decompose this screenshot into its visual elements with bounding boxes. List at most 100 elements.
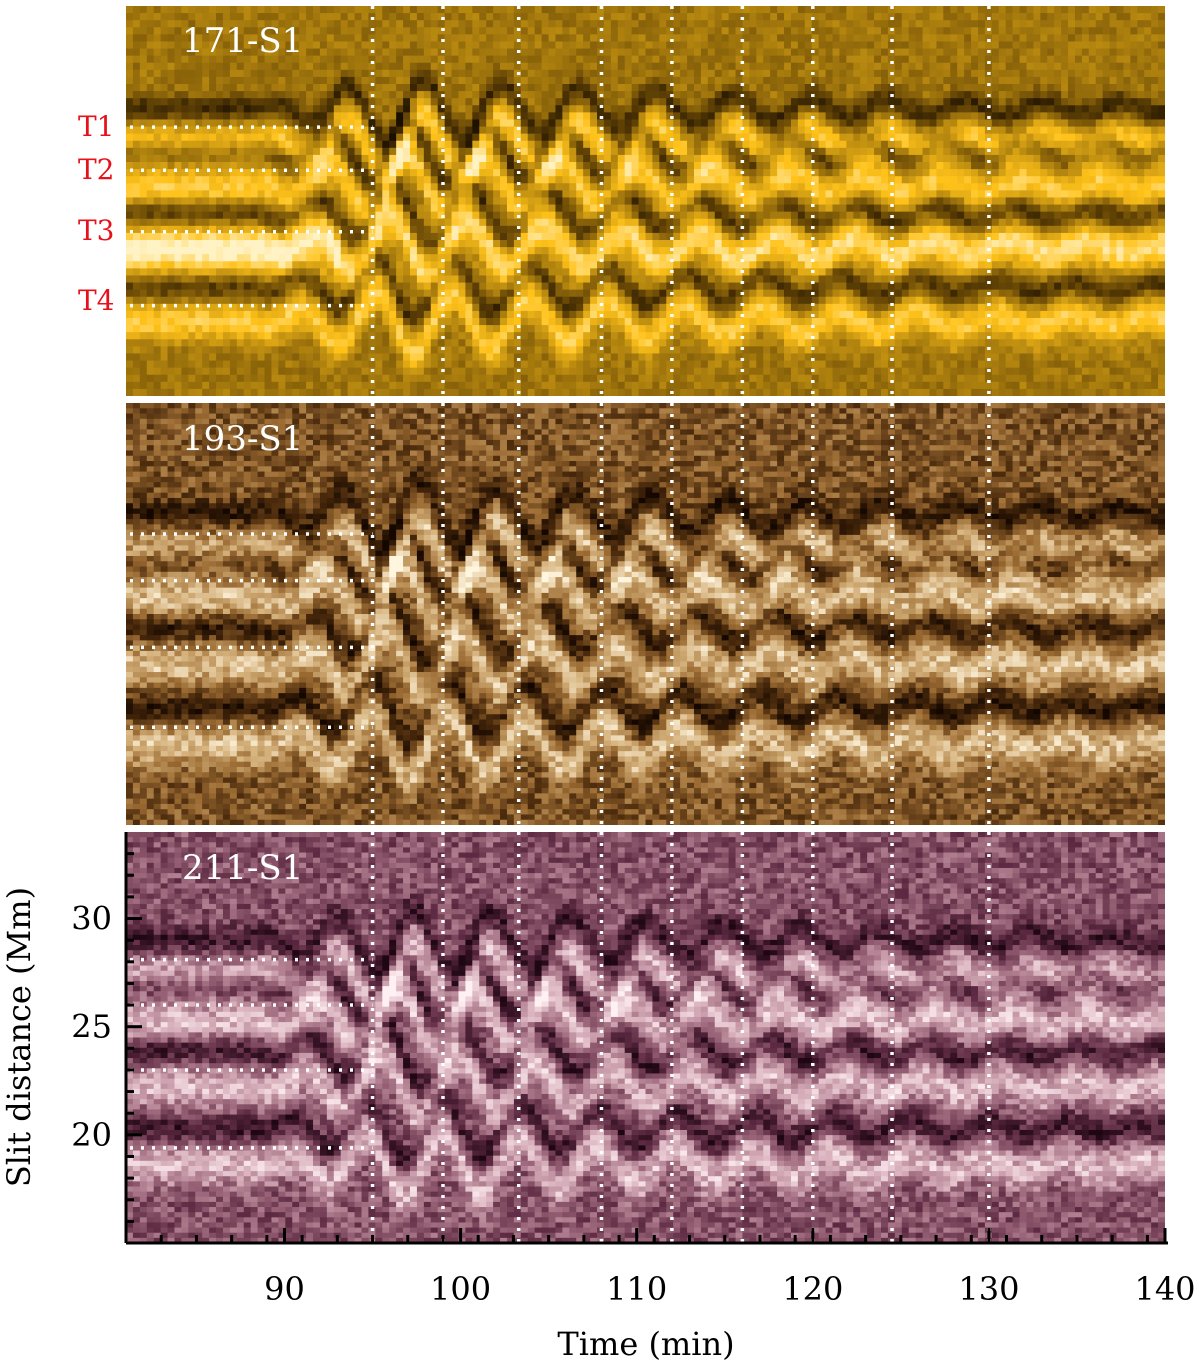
heatmap-cell — [229, 105, 238, 113]
heatmap-cell — [742, 41, 750, 50]
heatmap-cell — [326, 147, 335, 156]
heatmap-cell — [132, 367, 141, 376]
heatmap-cell — [271, 204, 279, 213]
heatmap-cell — [216, 240, 224, 248]
heatmap-cell — [666, 48, 674, 57]
heatmap-cell — [139, 6, 148, 14]
heatmap-cell — [236, 169, 245, 177]
heatmap-cell — [416, 296, 425, 305]
heatmap-cell — [292, 176, 300, 184]
heatmap-cell — [707, 112, 716, 121]
heatmap-cell — [479, 289, 487, 298]
heatmap-cell — [465, 48, 473, 57]
heatmap-cell — [437, 84, 446, 92]
heatmap-cell — [728, 34, 737, 43]
heatmap-cell — [382, 140, 390, 149]
heatmap-cell — [271, 232, 279, 241]
heatmap-cell — [126, 310, 134, 319]
heatmap-cell — [250, 353, 259, 362]
heatmap-cell — [638, 55, 647, 64]
heatmap-cell — [520, 374, 529, 383]
heatmap-cell — [742, 374, 750, 383]
heatmap-cell — [202, 339, 210, 347]
heatmap-cell — [306, 339, 314, 347]
heatmap-cell — [659, 346, 667, 355]
heatmap-cell — [735, 147, 744, 156]
heatmap-cell — [583, 332, 591, 340]
heatmap-cell — [527, 133, 536, 142]
heatmap-cell — [333, 247, 342, 255]
heatmap-cell — [555, 27, 563, 35]
heatmap-cell — [444, 133, 453, 142]
heatmap-cell — [534, 169, 543, 177]
heatmap-cell — [375, 176, 383, 184]
heatmap-cell — [354, 388, 363, 396]
heatmap-cell — [396, 84, 404, 92]
heatmap-cell — [569, 105, 577, 113]
heatmap-cell — [181, 303, 189, 312]
heatmap-cell — [340, 126, 349, 135]
heatmap-cell — [527, 282, 536, 291]
heatmap-cell — [236, 190, 245, 199]
heatmap-cell — [659, 112, 667, 121]
heatmap-cell — [527, 275, 536, 284]
heatmap-cell — [153, 48, 162, 57]
heatmap-cell — [430, 310, 439, 319]
heatmap-cell — [652, 289, 660, 298]
heatmap-cell — [493, 240, 501, 248]
heatmap-cell — [693, 91, 702, 99]
heatmap-cell — [714, 41, 723, 50]
heatmap-cell — [700, 41, 709, 50]
heatmap-cell — [188, 346, 196, 355]
heatmap-cell — [659, 119, 667, 128]
heatmap-cell — [472, 211, 480, 220]
heatmap-cell — [513, 98, 522, 106]
heatmap-cell — [583, 374, 591, 383]
heatmap-cell — [409, 133, 418, 142]
heatmap-cell — [319, 261, 328, 269]
heatmap-cell — [680, 381, 688, 390]
heatmap-cell — [403, 232, 411, 241]
heatmap-cell — [562, 34, 570, 43]
heatmap-cell — [389, 261, 397, 269]
heatmap-cell — [624, 154, 633, 163]
heatmap-cell — [361, 105, 370, 113]
heatmap-cell — [506, 98, 515, 106]
heatmap-cell — [624, 318, 633, 326]
heatmap-cell — [160, 41, 169, 50]
heatmap-cell — [333, 346, 342, 355]
heatmap-cell — [562, 197, 570, 206]
heatmap-cell — [527, 183, 536, 191]
heatmap-cell — [617, 282, 626, 291]
heatmap-cell — [333, 268, 342, 277]
heatmap-cell — [181, 55, 189, 64]
heatmap-cell — [680, 41, 688, 50]
heatmap-cell — [624, 98, 633, 106]
heatmap-cell — [257, 69, 266, 78]
heatmap-cell — [396, 13, 404, 21]
heatmap-cell — [139, 218, 148, 227]
heatmap-cell — [153, 388, 162, 396]
heatmap-cell — [257, 41, 266, 50]
heatmap-cell — [202, 388, 210, 396]
heatmap-cell — [597, 41, 605, 50]
heatmap-cell — [527, 204, 536, 213]
heatmap-cell — [617, 325, 626, 333]
heatmap-cell — [680, 176, 688, 184]
heatmap-cell — [292, 381, 300, 390]
heatmap-cell — [409, 126, 418, 135]
heatmap-cell — [319, 204, 328, 213]
heatmap-cell — [250, 147, 259, 156]
heatmap-cell — [680, 332, 688, 340]
heatmap-cell — [423, 119, 432, 128]
heatmap-cell — [209, 211, 217, 220]
heatmap-cell — [229, 268, 238, 277]
heatmap-cell — [645, 133, 654, 142]
heatmap-cell — [583, 34, 591, 43]
heatmap-cell — [617, 133, 626, 142]
heatmap-cell — [472, 240, 480, 248]
heatmap-cell — [354, 225, 363, 234]
heatmap-cell — [597, 105, 605, 113]
heatmap-cell — [354, 247, 363, 255]
heatmap-cell — [160, 353, 169, 362]
